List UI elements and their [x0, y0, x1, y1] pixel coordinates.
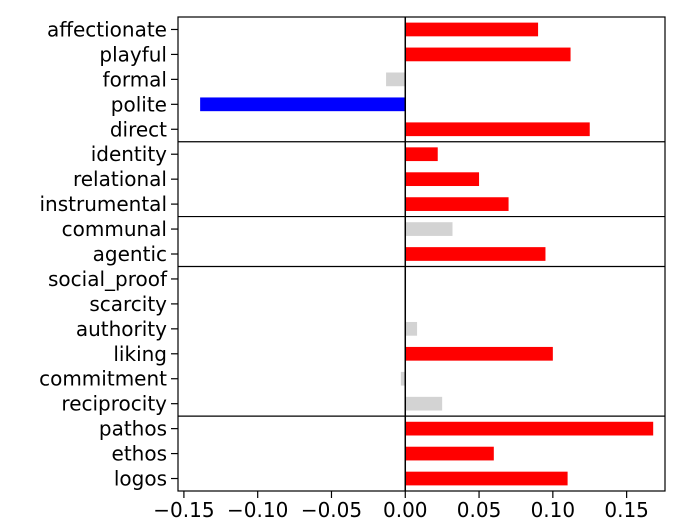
bar-playful — [405, 47, 571, 62]
x-tick-label: −0.05 — [301, 498, 362, 522]
y-tick-label: playful — [99, 42, 167, 66]
y-tick-label: identity — [91, 142, 167, 166]
x-tick-label: −0.15 — [153, 498, 214, 522]
x-tick-label: 0.15 — [604, 498, 649, 522]
bar-direct — [405, 122, 590, 137]
y-tick-label: communal — [62, 217, 167, 241]
x-tick-label: −0.10 — [227, 498, 288, 522]
bar-agentic — [405, 247, 546, 261]
bars-group — [200, 22, 654, 486]
y-tick-label: reciprocity — [61, 392, 167, 416]
x-tick-label: 0.05 — [457, 498, 502, 522]
y-axis: affectionateplayfulformalpolitedirectide… — [39, 17, 178, 491]
bar-commitment — [400, 371, 406, 386]
x-tick-label: 0.10 — [531, 498, 576, 522]
bar-affectionate — [405, 22, 539, 37]
y-tick-label: pathos — [99, 417, 167, 441]
bar-formal — [386, 72, 406, 87]
x-axis: −0.15 −0.10 −0.05 0.00 0.05 0.10 0.15 — [153, 491, 649, 522]
y-tick-label: commitment — [39, 367, 167, 391]
y-tick-label: scarcity — [89, 292, 167, 316]
y-tick-label: polite — [111, 92, 167, 116]
y-tick-label: ethos — [112, 442, 167, 466]
bar-authority — [405, 321, 418, 336]
y-tick-label: authority — [76, 317, 167, 341]
bar-liking — [405, 346, 553, 361]
bar-reciprocity — [405, 396, 443, 411]
bar-communal — [405, 222, 453, 236]
bar-polite — [200, 97, 406, 112]
bar-relational — [405, 172, 480, 187]
y-tick-label: liking — [113, 342, 167, 366]
y-tick-label: social_proof — [48, 267, 168, 291]
y-tick-label: instrumental — [39, 192, 167, 216]
y-tick-label: affectionate — [47, 17, 167, 41]
bar-instrumental — [405, 197, 509, 211]
bar-identity — [405, 147, 438, 162]
bar-logos — [405, 471, 568, 486]
x-tick-label: 0.00 — [383, 498, 428, 522]
y-tick-label: agentic — [93, 242, 167, 266]
y-tick-label: direct — [110, 117, 167, 141]
y-tick-label: logos — [114, 467, 167, 491]
y-tick-label: relational — [73, 167, 167, 191]
bar-ethos — [405, 446, 494, 461]
bar-pathos — [405, 421, 654, 436]
y-tick-label: formal — [103, 67, 167, 91]
group-separators — [178, 141, 665, 417]
